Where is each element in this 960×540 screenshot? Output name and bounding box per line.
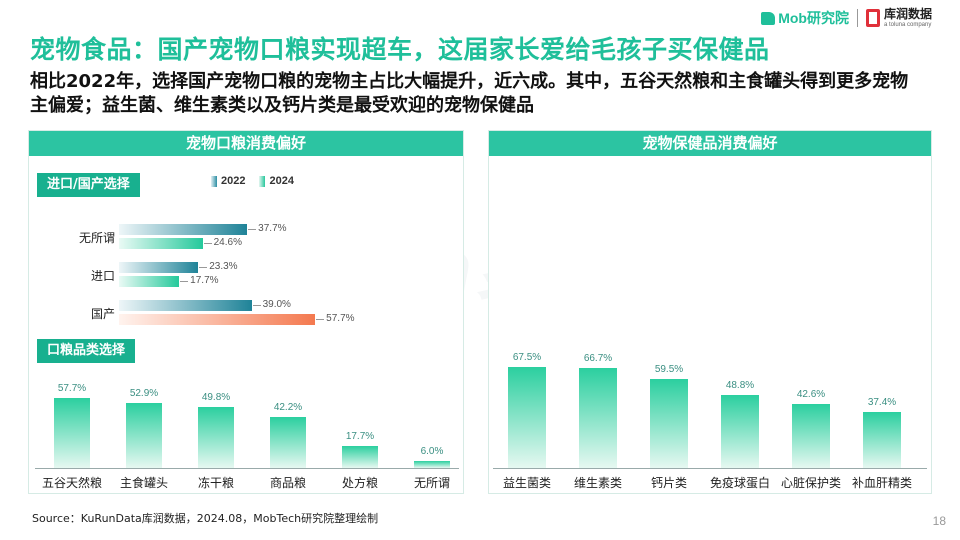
vbar-category-label: 商品粮 (269, 476, 306, 490)
vbar-value-label: 37.4% (867, 396, 897, 408)
logo-divider (856, 9, 858, 27)
hbar-2022 (119, 300, 252, 311)
vbar-value-label: 48.8% (725, 379, 755, 391)
legend-swatch (259, 175, 266, 187)
vbar (650, 378, 688, 468)
mob-logo-icon (761, 11, 776, 25)
vbar-value-label: 59.5% (654, 363, 684, 375)
vbar-category-label: 五谷天然粮 (41, 476, 102, 490)
vbar-value-label: 66.7% (583, 352, 613, 364)
legend-label: 2022 (221, 175, 246, 187)
hbar-leader (248, 229, 257, 230)
brand-logos: Mob研究院 库润数据 a toluna company (761, 8, 932, 28)
vbar-category-label: 钙片类 (650, 476, 687, 490)
vbar-category-label: 维生素类 (573, 476, 622, 490)
vbar (721, 394, 759, 468)
legend-item-2022: 2022 (211, 175, 245, 187)
hbar-value-label: 37.7% (258, 223, 287, 234)
hbar-category-label: 进口 (90, 269, 115, 283)
hbar-value-label: 39.0% (262, 299, 291, 310)
vbar-category-label: 益生菌类 (502, 476, 551, 490)
vbar (198, 407, 234, 468)
hbar-leader (252, 305, 261, 306)
hbar-2022 (119, 224, 248, 235)
vbar-value-label: 42.6% (796, 389, 826, 401)
hbar-value-label: 23.3% (209, 261, 238, 272)
hbar-value-label: 57.7% (326, 313, 355, 324)
x-axis (35, 468, 459, 469)
vbar-value-label: 17.7% (345, 431, 375, 443)
vbar-value-label: 67.5% (512, 351, 542, 363)
kurun-logo-cn: 库润数据 (883, 7, 932, 21)
vbar-value-label: 6.0% (420, 445, 444, 457)
import-domestic-label: 进口/国产选择 (37, 173, 140, 197)
mob-logo-text: Mob研究院 (778, 10, 849, 26)
hbar-leader (316, 319, 325, 320)
mob-logo: Mob研究院 (761, 8, 849, 28)
vbar-value-label: 57.7% (57, 382, 87, 394)
supplement-panel: 宠物保健品消费偏好 67.5% 益生菌类 66.7% 维生素类 59.5% 钙片类 48.8… (488, 130, 932, 494)
hbar-leader (199, 267, 208, 268)
kurun-logo: 库润数据 a toluna company (865, 7, 932, 28)
vbar-category-label: 主食罐头 (119, 476, 168, 490)
legend-item-2024: 2024 (259, 175, 294, 187)
vbar (863, 411, 901, 468)
vbar-category-label: 心脏保护类 (780, 476, 841, 490)
page-title: 宠物食品：国产宠物口粮实现超车，这届家长爱给毛孩子买保健品 (30, 35, 770, 64)
legend-label: 2024 (269, 175, 294, 187)
hbar-2024 (119, 238, 203, 249)
hbar-2024 (119, 314, 316, 325)
vbar (126, 403, 162, 468)
hbar-2022 (119, 262, 199, 273)
hbar-2024 (119, 276, 180, 287)
vbar-category-label: 处方粮 (341, 476, 378, 490)
hbar-leader (180, 281, 189, 282)
food-category-label: 口粮品类选择 (37, 339, 136, 363)
vbar (342, 446, 378, 468)
vbar (508, 366, 546, 468)
x-axis (493, 468, 927, 469)
pet-food-panel: 宠物口粮消费偏好 进口/国产选择 2022 2024 无所谓 37.7% 24.6% 进… (28, 130, 464, 494)
page-number: 18 (932, 514, 946, 528)
pet-food-panel-heading: 宠物口粮消费偏好 (29, 131, 463, 156)
vbar-value-label: 49.8% (201, 392, 231, 404)
supplement-panel-heading: 宠物保健品消费偏好 (489, 131, 931, 156)
vbar-value-label: 52.9% (129, 388, 159, 400)
kurun-logo-en: a toluna company (883, 22, 932, 28)
hbar-category-label: 国产 (90, 307, 115, 321)
kurun-logo-icon (865, 9, 880, 27)
vbar (579, 367, 617, 468)
vbar-category-label: 免疫球蛋白 (709, 476, 770, 490)
vbar (792, 404, 830, 468)
legend-swatch (211, 175, 217, 187)
vbar (54, 397, 90, 468)
vbar (414, 460, 450, 468)
hbar-leader (203, 243, 212, 244)
hbar-category-label: 无所谓 (78, 231, 115, 245)
hbar-value-label: 17.7% (190, 275, 219, 286)
page-subtitle: 相比2022年，选择国产宠物口粮的宠物主占比大幅提升，近六成。其中，五谷天然粮和… (30, 71, 909, 116)
vbar-category-label: 冻干粮 (197, 476, 234, 490)
vbar-category-label: 补血肝精类 (851, 476, 912, 490)
vbar-value-label: 42.2% (273, 401, 303, 413)
source-note: Source：KuRunData库润数据，2024.08，MobTech研究院整… (32, 512, 379, 525)
chart-legend: 2022 2024 (211, 175, 294, 187)
hbar-value-label: 24.6% (213, 237, 242, 248)
vbar (270, 416, 306, 468)
vbar-category-label: 无所谓 (413, 476, 450, 490)
